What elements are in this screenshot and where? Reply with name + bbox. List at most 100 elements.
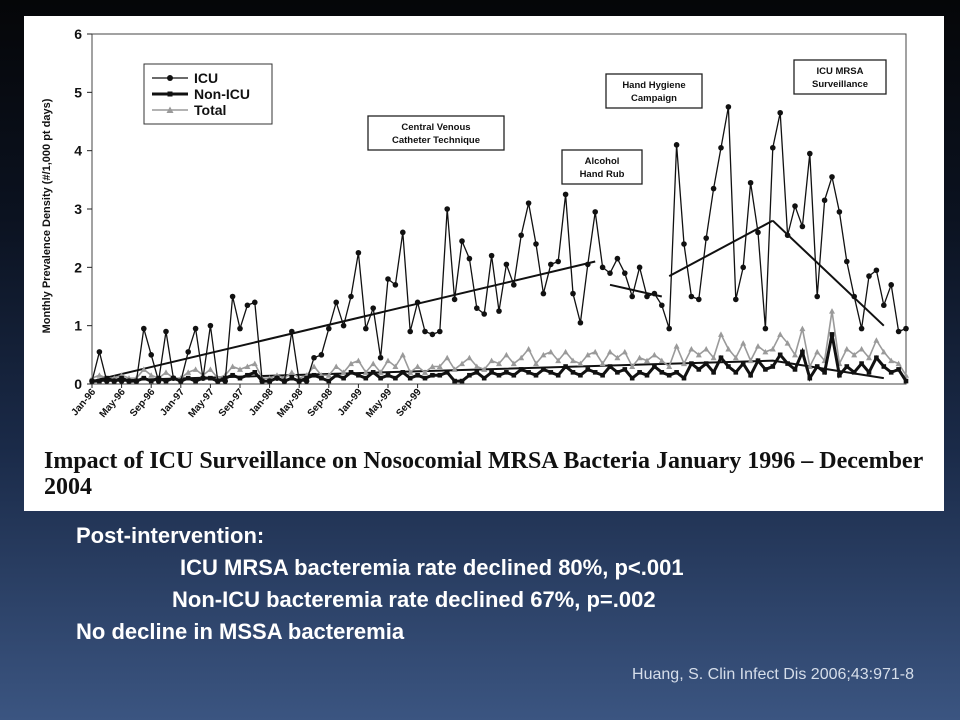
y-tick-label: 3: [74, 201, 82, 217]
point-icu: [215, 378, 221, 384]
point-icu: [518, 232, 524, 239]
point-icu: [118, 378, 125, 384]
point-icu: [858, 325, 865, 332]
annotation-box: [561, 149, 643, 185]
point-non-icu: [467, 372, 472, 378]
point-icu: [422, 328, 428, 335]
point-non-icu: [763, 367, 768, 372]
point-icu: [178, 378, 184, 384]
point-non-icu: [496, 372, 502, 378]
point-total: [237, 366, 243, 372]
point-non-icu: [304, 375, 309, 381]
point-non-icu: [341, 375, 346, 381]
point-total: [510, 360, 517, 367]
annotation-callout: Central Venous Catheter Technique: [367, 115, 505, 151]
annotation-callout: Alcohol Hand Rub: [561, 149, 643, 185]
point-non-icu: [193, 378, 198, 384]
point-non-icu: [163, 378, 169, 384]
point-icu: [370, 305, 377, 311]
point-non-icu: [393, 375, 398, 381]
point-icu: [355, 249, 362, 256]
point-icu: [311, 354, 317, 361]
point-non-icu: [851, 370, 857, 375]
point-non-icu: [681, 375, 687, 381]
point-icu: [814, 293, 820, 300]
point-total: [762, 348, 769, 355]
point-total: [311, 363, 317, 369]
point-total: [362, 369, 369, 375]
point-non-icu: [430, 372, 435, 378]
point-total: [340, 369, 347, 375]
point-total: [185, 369, 192, 375]
point-non-icu: [245, 372, 250, 378]
point-total: [503, 351, 510, 358]
point-icu: [192, 325, 199, 332]
point-non-icu: [755, 358, 761, 363]
trend-line: [91, 359, 884, 383]
point-icu: [244, 302, 251, 309]
y-tick-label: 2: [74, 259, 82, 275]
point-non-icu: [718, 355, 724, 361]
annotation-box: [367, 115, 505, 151]
point-icu: [259, 378, 265, 384]
point-icu: [296, 378, 303, 384]
annotation-text: Campaign: [631, 93, 677, 104]
point-icu: [155, 378, 162, 384]
point-non-icu: [570, 370, 576, 375]
point-non-icu: [807, 375, 813, 381]
point-non-icu: [792, 367, 798, 372]
point-icu: [629, 293, 635, 300]
point-non-icu: [363, 375, 369, 381]
citation: Huang, S. Clin Infect Dis 2006;43:971-8: [632, 666, 914, 683]
point-icu: [688, 293, 695, 300]
point-non-icu: [252, 370, 258, 375]
point-icu: [289, 328, 295, 335]
point-total: [547, 348, 554, 355]
point-total: [377, 369, 384, 375]
point-icu: [718, 144, 724, 151]
point-total: [784, 340, 791, 346]
point-total: [814, 348, 821, 355]
point-non-icu: [504, 370, 509, 375]
point-total: [163, 369, 169, 375]
point-non-icu: [548, 370, 554, 375]
point-icu: [451, 296, 458, 303]
point-total: [325, 372, 332, 378]
point-non-icu: [481, 375, 487, 381]
point-non-icu: [592, 370, 598, 375]
point-total: [348, 360, 354, 367]
point-total: [385, 357, 391, 364]
point-total: [562, 348, 569, 355]
point-total: [621, 348, 628, 355]
point-icu: [185, 349, 191, 355]
point-total: [148, 372, 155, 378]
point-total: [577, 360, 584, 367]
point-non-icu: [844, 364, 850, 369]
point-non-icu: [600, 372, 605, 378]
point-non-icu: [674, 370, 679, 375]
point-non-icu: [311, 372, 317, 378]
trend-line: [668, 219, 774, 277]
point-icu: [133, 378, 140, 384]
point-non-icu: [511, 372, 517, 378]
point-icu: [503, 261, 510, 268]
point-non-icu: [356, 372, 361, 378]
point-total: [703, 346, 710, 352]
point-non-icu: [474, 370, 480, 375]
annotation-text: ICU MRSA: [817, 66, 864, 77]
point-non-icu: [141, 375, 147, 381]
point-non-icu: [97, 378, 102, 384]
point-total: [244, 363, 251, 369]
point-icu: [400, 229, 406, 236]
point-non-icu: [740, 361, 746, 366]
point-total: [429, 363, 436, 369]
point-icu: [599, 264, 606, 271]
annotation-text: Hand Rub: [580, 169, 625, 180]
legend-label: ICU: [194, 70, 218, 86]
point-non-icu: [407, 375, 413, 381]
point-icu: [844, 258, 850, 265]
point-total: [688, 346, 695, 352]
point-icu: [777, 109, 783, 116]
